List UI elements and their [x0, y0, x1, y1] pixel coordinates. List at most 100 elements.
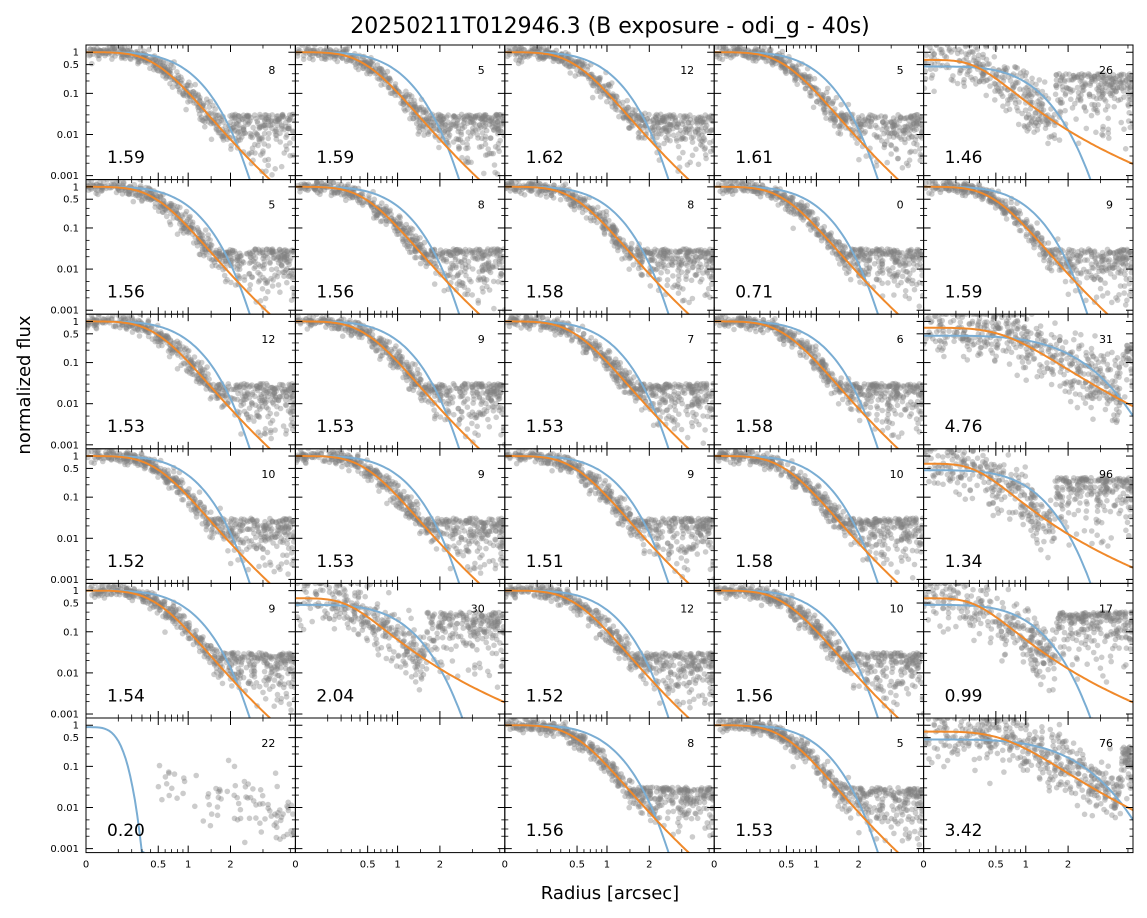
- data-point: [665, 116, 672, 122]
- data-point: [910, 121, 916, 127]
- data-point: [299, 45, 305, 48]
- data-point: [919, 125, 924, 132]
- data-point: [992, 88, 998, 94]
- data-point: [1023, 85, 1029, 91]
- data-point: [491, 305, 497, 312]
- data-point: [674, 124, 680, 130]
- data-point: [261, 258, 268, 265]
- data-point: [656, 130, 662, 137]
- data-point: [894, 155, 901, 162]
- data-point: [455, 143, 462, 150]
- data-point: [286, 112, 293, 118]
- data-point: [151, 66, 157, 73]
- panel-plot-area: [923, 45, 1133, 180]
- data-point: [763, 58, 769, 65]
- data-point: [987, 75, 993, 82]
- data-point: [490, 251, 496, 257]
- data-point: [805, 77, 812, 83]
- data-point: [479, 115, 486, 122]
- data-point: [280, 269, 286, 275]
- data-point: [909, 124, 915, 130]
- data-point: [1022, 124, 1028, 130]
- data-point: [1068, 89, 1074, 95]
- data-point: [1023, 114, 1030, 120]
- data-point: [705, 285, 712, 292]
- data-point: [825, 95, 831, 102]
- data-point: [288, 297, 295, 304]
- data-point: [398, 100, 404, 106]
- y-tick-label: 0.01: [57, 265, 79, 276]
- data-point: [417, 106, 424, 113]
- data-point: [1100, 126, 1106, 133]
- data-point: [1016, 99, 1022, 105]
- data-point: [783, 70, 789, 77]
- data-point: [412, 103, 418, 110]
- star-count-label: 8: [687, 199, 694, 212]
- data-point: [687, 116, 694, 123]
- data-point: [250, 124, 256, 131]
- data-point: [258, 124, 265, 130]
- data-point: [801, 71, 808, 78]
- data-point: [174, 69, 180, 75]
- data-point: [694, 117, 700, 123]
- data-point: [546, 45, 553, 49]
- data-point: [479, 119, 486, 125]
- data-point: [1009, 82, 1016, 88]
- data-point: [1098, 76, 1104, 83]
- data-point: [902, 128, 908, 134]
- data-point: [513, 45, 519, 52]
- data-point: [629, 106, 636, 113]
- data-point: [220, 137, 227, 143]
- data-point: [636, 115, 642, 121]
- data-point: [496, 111, 503, 118]
- data-point: [666, 112, 673, 118]
- data-point: [696, 136, 703, 142]
- data-point: [1081, 104, 1088, 111]
- data-point: [478, 143, 485, 150]
- data-point: [112, 53, 118, 59]
- data-point: [486, 268, 492, 274]
- data-point: [753, 58, 759, 64]
- data-point: [286, 117, 293, 123]
- data-point: [540, 56, 547, 62]
- data-point: [169, 84, 176, 90]
- data-point: [1007, 96, 1013, 103]
- panel-r2-c2: 81.56: [294, 179, 506, 315]
- data-point: [185, 230, 191, 236]
- data-point: [240, 127, 247, 133]
- data-point: [683, 246, 689, 252]
- data-point: [779, 64, 786, 71]
- data-point: [183, 106, 189, 113]
- data-point: [756, 47, 762, 53]
- data-point: [1041, 79, 1048, 85]
- data-point: [1053, 72, 1059, 78]
- data-point: [657, 111, 664, 118]
- data-point: [237, 129, 244, 135]
- data-point: [367, 60, 374, 67]
- data-point: [87, 46, 93, 52]
- star-count-label: 12: [680, 64, 694, 77]
- data-point: [931, 51, 938, 57]
- panel-plot-area: [714, 45, 924, 180]
- data-point: [543, 47, 549, 54]
- data-point: [1039, 101, 1046, 108]
- data-point: [625, 104, 631, 110]
- data-point: [455, 128, 462, 135]
- data-point: [467, 115, 474, 121]
- data-point: [859, 113, 865, 119]
- data-point: [152, 56, 159, 63]
- data-point: [426, 115, 432, 122]
- data-point: [626, 266, 632, 273]
- data-point: [448, 123, 455, 129]
- data-point: [1121, 94, 1127, 100]
- data-point: [538, 46, 545, 53]
- data-point: [501, 117, 505, 123]
- data-point: [464, 159, 470, 166]
- data-point: [651, 124, 658, 130]
- data-point: [439, 120, 445, 127]
- data-point: [287, 152, 293, 159]
- data-point: [94, 45, 100, 51]
- data-point: [1109, 76, 1116, 83]
- data-point: [658, 119, 664, 126]
- data-point: [476, 144, 483, 150]
